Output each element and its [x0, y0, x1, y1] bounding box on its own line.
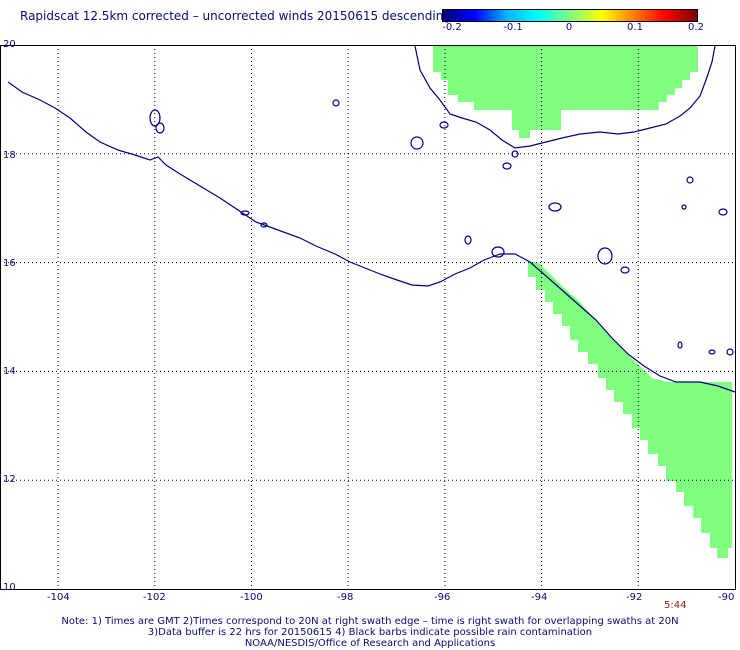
coastline	[7, 45, 736, 393]
lake-outline	[548, 202, 562, 212]
color-scale-bar	[442, 9, 698, 22]
colorbar-label: 0.2	[688, 22, 704, 33]
colorbar-label: 0	[565, 22, 573, 33]
lake-outline	[240, 210, 250, 216]
graticule	[0, 45, 735, 589]
x-tick-label: -104	[47, 592, 70, 603]
x-tick-label: -90	[718, 592, 735, 603]
lake-outline	[149, 109, 161, 127]
lake-outline	[502, 162, 512, 170]
lake-outline	[511, 150, 519, 158]
note-line: 3)Data buffer is 22 hrs for 20150615 4) …	[147, 627, 593, 638]
lake-outline	[332, 99, 340, 107]
lake-outline	[410, 136, 424, 150]
lake-outline	[439, 121, 449, 129]
lake-outline	[726, 348, 734, 356]
x-tick-label: -94	[531, 592, 548, 603]
lake-outline	[155, 122, 165, 134]
y-tick-label: 18	[3, 150, 16, 161]
lake-outline	[464, 235, 472, 245]
swath-time-label: 5:44	[664, 600, 687, 611]
x-tick-label: -102	[143, 592, 166, 603]
colorbar-label: -0.1	[503, 22, 523, 33]
colorbar-label: 0.1	[627, 22, 643, 33]
lake-outline	[686, 176, 694, 184]
x-tick-label: -96	[434, 592, 451, 603]
lake-outline	[708, 349, 716, 355]
lake-outline	[260, 222, 268, 228]
lake-outline	[677, 341, 683, 349]
y-tick-label: 16	[3, 258, 16, 269]
colorbar-label: -0.2	[442, 22, 462, 33]
footnote: Note: 1) Times are GMT 2)Times correspon…	[0, 616, 740, 649]
map-title: Rapidscat 12.5km corrected – uncorrected…	[20, 9, 451, 23]
y-tick-label: 20	[3, 39, 16, 50]
x-tick-label: -98	[337, 592, 354, 603]
lake-outline	[718, 208, 728, 216]
lake-outline	[597, 247, 613, 265]
swath-north	[433, 46, 698, 138]
wind-swath-layer	[433, 46, 732, 558]
y-tick-label: 10	[3, 582, 16, 593]
lake-outline	[681, 204, 687, 210]
gulf-coastline	[414, 45, 716, 149]
x-tick-label: -100	[240, 592, 263, 603]
lake-outline	[491, 246, 505, 258]
x-tick-label: -92	[626, 592, 643, 603]
swath-south	[528, 262, 732, 558]
note-line: Note: 1) Times are GMT 2)Times correspon…	[61, 616, 679, 627]
y-tick-label: 14	[3, 366, 16, 377]
lake-outline	[620, 266, 630, 274]
y-tick-label: 12	[3, 474, 16, 485]
note-line: NOAA/NESDIS/Office of Research and Appli…	[244, 638, 496, 649]
plot-frame	[0, 45, 736, 590]
pacific-coastline	[7, 81, 736, 393]
